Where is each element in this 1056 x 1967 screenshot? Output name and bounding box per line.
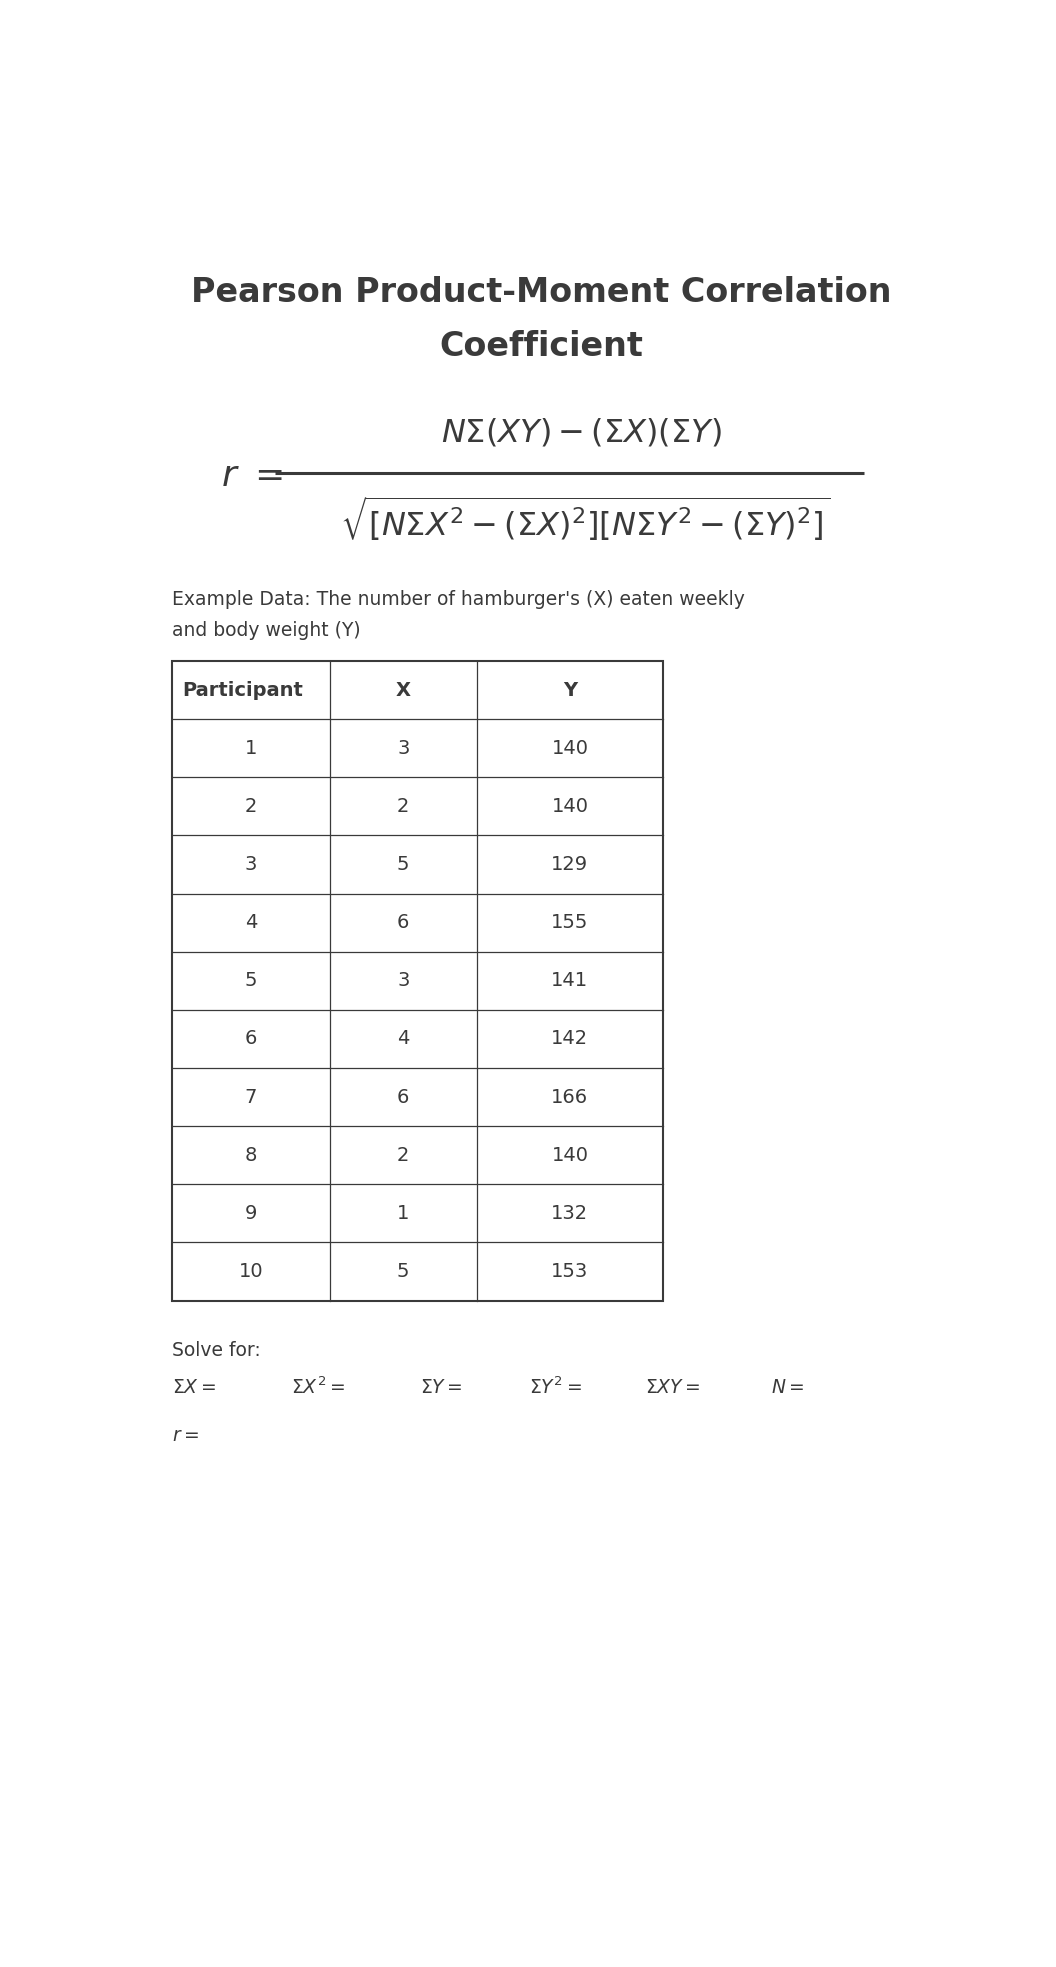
Text: $N =$: $N =$ <box>771 1379 805 1397</box>
Text: $N\Sigma(XY)-(\Sigma X)(\Sigma Y)$: $N\Sigma(XY)-(\Sigma X)(\Sigma Y)$ <box>441 417 722 448</box>
Text: 140: 140 <box>551 797 588 816</box>
Text: Example Data: The number of hamburger's (X) eaten weekly: Example Data: The number of hamburger's … <box>172 590 746 610</box>
Text: Coefficient: Coefficient <box>439 330 643 364</box>
Text: $\Sigma Y^2 =$: $\Sigma Y^2 =$ <box>529 1377 582 1399</box>
Text: 6: 6 <box>397 1088 410 1107</box>
Text: 4: 4 <box>245 913 258 932</box>
Text: $\Sigma X^2 =$: $\Sigma X^2 =$ <box>290 1377 345 1399</box>
Text: 142: 142 <box>551 1029 588 1048</box>
Text: 2: 2 <box>397 797 410 816</box>
Text: 5: 5 <box>397 1263 410 1281</box>
Text: 7: 7 <box>245 1088 258 1107</box>
Text: 10: 10 <box>239 1263 263 1281</box>
Text: Participant: Participant <box>183 681 303 700</box>
Text: 9: 9 <box>245 1204 258 1223</box>
Text: 3: 3 <box>397 740 410 757</box>
Text: 2: 2 <box>397 1145 410 1164</box>
Text: Pearson Product-Moment Correlation: Pearson Product-Moment Correlation <box>191 275 891 309</box>
Text: 155: 155 <box>551 913 588 932</box>
Text: $\sqrt{[N\Sigma X^2-(\Sigma X)^2][N\Sigma Y^2-(\Sigma Y)^2]}$: $\sqrt{[N\Sigma X^2-(\Sigma X)^2][N\Sigm… <box>340 496 830 543</box>
Text: 5: 5 <box>397 856 410 873</box>
Text: 129: 129 <box>551 856 588 873</box>
Text: Y: Y <box>563 681 577 700</box>
Text: 6: 6 <box>245 1029 258 1048</box>
Text: $\Sigma X =$: $\Sigma X =$ <box>172 1379 216 1397</box>
Text: 8: 8 <box>245 1145 258 1164</box>
Text: Solve for:: Solve for: <box>172 1341 261 1359</box>
Text: 1: 1 <box>245 740 258 757</box>
Text: 3: 3 <box>397 972 410 989</box>
Text: 166: 166 <box>551 1088 588 1107</box>
Text: $\Sigma XY =$: $\Sigma XY =$ <box>645 1379 700 1397</box>
Text: 141: 141 <box>551 972 588 989</box>
Text: 140: 140 <box>551 1145 588 1164</box>
Text: $r =$: $r =$ <box>172 1426 200 1446</box>
Text: 3: 3 <box>245 856 258 873</box>
Text: 4: 4 <box>397 1029 410 1048</box>
Text: 2: 2 <box>245 797 258 816</box>
Text: 1: 1 <box>397 1204 410 1223</box>
Bar <box>172 661 663 1300</box>
Text: 153: 153 <box>551 1263 588 1281</box>
Text: X: X <box>396 681 411 700</box>
Text: 132: 132 <box>551 1204 588 1223</box>
Text: 5: 5 <box>245 972 258 989</box>
Text: and body weight (Y): and body weight (Y) <box>172 622 361 639</box>
Text: 6: 6 <box>397 913 410 932</box>
Text: $\Sigma Y =$: $\Sigma Y =$ <box>420 1379 463 1397</box>
Text: $r\ =$: $r\ =$ <box>221 458 283 494</box>
Text: 140: 140 <box>551 740 588 757</box>
